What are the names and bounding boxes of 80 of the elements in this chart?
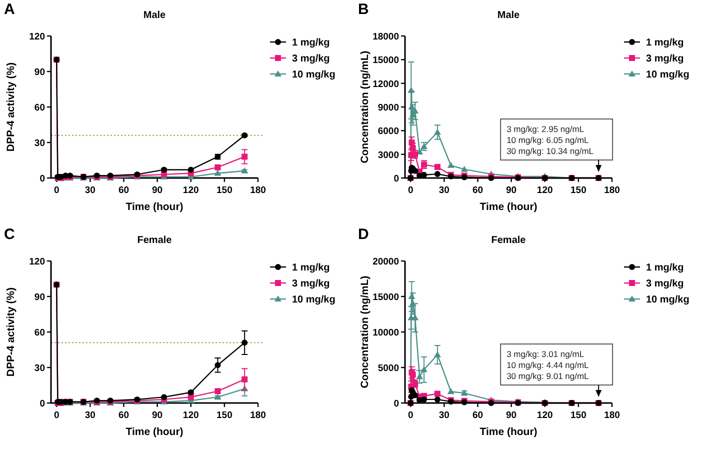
y-tick-label: 6000 (378, 126, 399, 138)
y-tick-label: 90 (34, 67, 45, 78)
x-tick-label: 60 (118, 410, 130, 421)
x-tick-label: 120 (536, 410, 553, 421)
x-tick-label: 30 (84, 410, 96, 421)
x-tick-label: 0 (54, 185, 60, 196)
chart-title: Female (137, 235, 172, 246)
y-tick-label: 0 (40, 398, 45, 410)
x-tick-label: 60 (472, 410, 484, 421)
annotation: 3 mg/kg: 3.01 ng/mL 10 mg/kg: 4.44 ng/mL 30 mg/kg: 9.01 ng/mL (506, 349, 590, 381)
x-tick-label: 0 (408, 185, 414, 196)
x-tick-label: 180 (604, 185, 620, 196)
y-tick-label: 15000 (372, 292, 399, 303)
x-tick-label: 30 (84, 185, 96, 196)
x-axis-title: Time (hour) (126, 426, 184, 438)
y-tick-label: 12000 (372, 78, 399, 90)
legend-label: 1 mg/kg (292, 262, 330, 274)
x-tick-label: 120 (182, 185, 199, 196)
text: B (358, 1, 369, 18)
y-tick-label: 120 (29, 256, 45, 268)
x-axis-title: Time (hour) (480, 426, 538, 438)
x-tick-label: 0 (54, 410, 60, 421)
y-tick-label: 60 (34, 328, 45, 338)
x-tick-label: 60 (472, 185, 484, 196)
x-axis-title: Time (hour) (126, 201, 184, 213)
x-tick-label: 90 (152, 185, 163, 196)
y-tick-label: 0 (40, 174, 45, 184)
y-tick-label: 0 (394, 398, 399, 410)
legend-label: 10 mg/kg (646, 70, 690, 80)
annotation: 3 mg/kg: 2.95 ng/mL 10 mg/kg: 6.05 ng/mL 30 mg/kg: 10.34 ng/mL (506, 124, 594, 156)
x-axis-title: Time (hour) (480, 201, 538, 213)
y-tick-label: 30 (34, 363, 45, 374)
chart-title: Female (491, 235, 526, 246)
legend-label: 10 mg/kg (646, 294, 690, 306)
legend-label: 3 mg/kg (646, 278, 684, 290)
x-tick-label: 120 (536, 185, 553, 196)
legend-label: 1 mg/kg (646, 38, 684, 48)
y-tick-label: 20000 (372, 256, 399, 268)
y-axis-title: DPP-4 activity (%) (5, 287, 17, 377)
y-tick-label: 3000 (378, 150, 399, 161)
x-tick-label: 150 (216, 185, 232, 196)
x-tick-label: 30 (438, 185, 450, 196)
legend-label: 10 mg/kg (292, 70, 336, 80)
y-tick-label: 120 (29, 32, 45, 42)
text: A (4, 1, 15, 18)
x-tick-label: 180 (250, 410, 266, 421)
y-tick-label: 15000 (372, 55, 399, 66)
legend-label: 10 mg/kg (292, 294, 336, 306)
chart-title: Male (497, 10, 520, 21)
legend-label: 1 mg/kg (646, 262, 684, 274)
x-tick-label: 180 (250, 185, 266, 196)
y-axis-title: DPP-4 activity (%) (5, 62, 17, 152)
x-tick-label: 90 (152, 410, 163, 421)
text: C (4, 226, 15, 243)
legend-label: 3 mg/kg (292, 54, 330, 64)
y-axis-title: Concentration (ng/mL) (359, 276, 371, 388)
legend-label: 3 mg/kg (292, 278, 330, 290)
x-tick-label: 30 (438, 410, 450, 421)
y-tick-label: 9000 (378, 102, 399, 114)
x-tick-label: 90 (506, 410, 517, 421)
legend-label: 3 mg/kg (646, 54, 684, 64)
x-tick-label: 120 (182, 410, 199, 421)
x-tick-label: 150 (570, 410, 586, 421)
y-tick-label: 10000 (372, 328, 399, 338)
y-axis-title: Concentration (ng/mL) (359, 50, 371, 164)
y-tick-label: 5000 (378, 363, 399, 374)
chart-title: Male (143, 10, 166, 21)
x-tick-label: 150 (216, 410, 232, 421)
legend-label: 1 mg/kg (292, 38, 330, 48)
y-tick-label: 30 (34, 138, 45, 149)
x-tick-label: 90 (506, 185, 517, 196)
x-tick-label: 60 (118, 185, 130, 196)
x-tick-label: 180 (604, 410, 620, 421)
y-tick-label: 18000 (372, 32, 399, 42)
y-tick-label: 90 (34, 292, 45, 303)
x-tick-label: 150 (570, 185, 586, 196)
y-tick-label: 0 (394, 174, 399, 184)
y-tick-label: 60 (34, 102, 45, 114)
x-tick-label: 0 (408, 410, 414, 421)
text: D (358, 226, 369, 243)
